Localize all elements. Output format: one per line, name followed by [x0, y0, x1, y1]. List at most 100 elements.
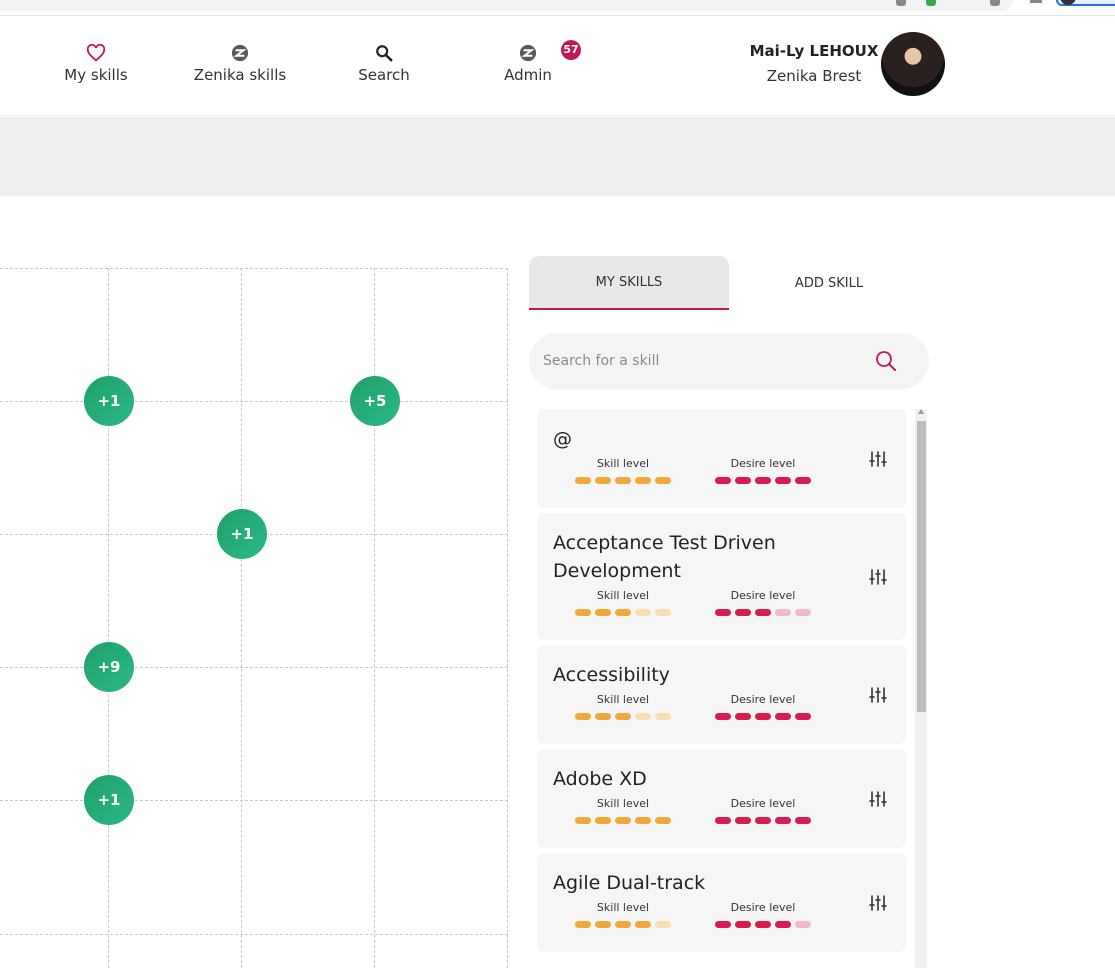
desire-level-label: Desire level: [730, 457, 796, 470]
level-dot: [715, 609, 731, 616]
app-header: My skills Zenika skills Search Admin 57 …: [0, 16, 1115, 116]
nav-zenika-skills[interactable]: Zenika skills: [170, 42, 310, 84]
admin-notification-badge: 57: [561, 40, 581, 60]
grid-line: [0, 934, 508, 935]
grid-line: [0, 268, 508, 269]
level-dot: [795, 477, 811, 484]
level-dot: [775, 713, 791, 720]
skill-list-scrollbar[interactable]: [915, 409, 927, 968]
extension-icon[interactable]: [926, 0, 936, 6]
tune-settings-icon[interactable]: [869, 790, 887, 812]
level-dot: [795, 713, 811, 720]
level-dot: [735, 477, 751, 484]
level-dot: [615, 817, 631, 824]
nav-label: Search: [358, 66, 410, 84]
skill-name: Agile Dual-track: [553, 872, 706, 894]
level-dot: [755, 713, 771, 720]
level-dot: [795, 609, 811, 616]
level-dot: [595, 817, 611, 824]
level-dot: [735, 921, 751, 928]
desire-level-label: Desire level: [730, 901, 796, 914]
search-icon: [314, 42, 454, 64]
level-dot: [615, 713, 631, 720]
nav-my-skills[interactable]: My skills: [26, 42, 166, 84]
desire-level-label: Desire level: [730, 797, 796, 810]
skill-level-label: Skill level: [596, 797, 650, 810]
bookmark-star-icon[interactable]: [990, 0, 1000, 6]
skill-name: Adobe XD: [553, 768, 647, 790]
grid-line: [507, 268, 508, 968]
zenika-logo-icon: [458, 42, 598, 64]
level-dot: [655, 609, 671, 616]
nav-search[interactable]: Search: [314, 42, 454, 84]
level-dot: [715, 477, 731, 484]
desire-level-indicator: [713, 609, 813, 617]
tune-settings-icon[interactable]: [869, 894, 887, 916]
nav-admin[interactable]: Admin: [458, 42, 598, 84]
tab-add-skill[interactable]: ADD SKILL: [794, 275, 864, 291]
skill-count-bubble[interactable]: +1: [84, 376, 134, 426]
level-dot: [735, 713, 751, 720]
tune-settings-icon[interactable]: [869, 450, 887, 472]
scroll-up-arrow-icon[interactable]: [918, 409, 924, 414]
level-dot: [655, 477, 671, 484]
skill-level-indicator: [573, 921, 673, 929]
user-agency: Zenika Brest: [766, 67, 862, 85]
skill-list: @ Skill level Desire level Acceptance Test …: [537, 409, 906, 968]
skill-level-label: Skill level: [596, 901, 650, 914]
avatar[interactable]: [881, 32, 945, 96]
skill-level-label: Skill level: [596, 693, 650, 706]
profile-icon: [1060, 0, 1076, 5]
level-dot: [575, 713, 591, 720]
skill-card[interactable]: @ Skill level Desire level: [537, 409, 906, 508]
level-dot: [715, 921, 731, 928]
level-dot: [575, 817, 591, 824]
skill-card[interactable]: Acceptance Test Driven Development Skill …: [537, 513, 906, 640]
tab-my-skills[interactable]: MY SKILLS: [529, 256, 729, 310]
level-dot: [575, 921, 591, 928]
nav-label: Zenika skills: [193, 66, 287, 84]
level-dot: [755, 921, 771, 928]
level-dot: [795, 817, 811, 824]
browser-profile-button[interactable]: [1056, 0, 1115, 6]
skill-search-box: [529, 333, 929, 389]
level-dot: [635, 817, 651, 824]
skill-count-bubble[interactable]: +9: [84, 642, 134, 692]
browser-menu-icon[interactable]: [1030, 0, 1042, 3]
level-dot: [575, 609, 591, 616]
level-dot: [615, 609, 631, 616]
level-dot: [615, 477, 631, 484]
level-dot: [735, 609, 751, 616]
nav-label: Admin: [504, 66, 552, 84]
extension-icon[interactable]: [896, 0, 906, 6]
skill-card[interactable]: Adobe XD Skill level Desire level: [537, 749, 906, 848]
skill-count-bubble[interactable]: +1: [217, 509, 267, 559]
search-icon[interactable]: [875, 350, 897, 376]
scroll-thumb[interactable]: [917, 421, 926, 712]
level-dot: [595, 609, 611, 616]
level-dot: [635, 609, 651, 616]
skill-count-bubble[interactable]: +5: [350, 376, 400, 426]
skill-card[interactable]: Agile Dual-track Skill level Desire level: [537, 853, 906, 952]
grid-line: [0, 401, 508, 402]
grid-line: [0, 667, 508, 668]
skill-level-indicator: [573, 477, 673, 485]
grid-line: [108, 268, 109, 968]
search-input[interactable]: [543, 347, 853, 375]
level-dot: [775, 817, 791, 824]
user-name: Mai-Ly LEHOUX: [749, 42, 879, 60]
level-dot: [595, 713, 611, 720]
skill-card[interactable]: Accessibility Skill level Desire level: [537, 645, 906, 744]
desire-level-indicator: [713, 817, 813, 825]
tune-settings-icon[interactable]: [869, 568, 887, 590]
skill-level-indicator: [573, 817, 673, 825]
skills-grid: +1 +5 +1 +9 +1: [0, 268, 508, 968]
skill-count-bubble[interactable]: +1: [84, 775, 134, 825]
browser-address-bar[interactable]: [0, 0, 1013, 11]
skill-name: Acceptance Test Driven Development: [553, 532, 776, 582]
level-dot: [655, 817, 671, 824]
desire-level-label: Desire level: [730, 693, 796, 706]
nav-label: My skills: [64, 66, 128, 84]
tune-settings-icon[interactable]: [869, 686, 887, 708]
level-dot: [755, 817, 771, 824]
